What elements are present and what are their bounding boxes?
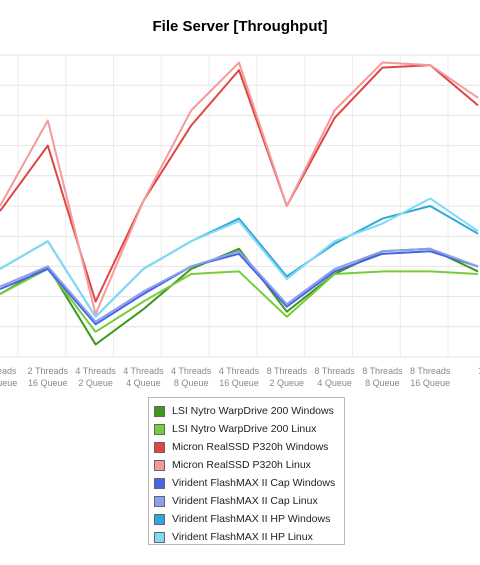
x-tick-label: 3 Queue	[0, 378, 17, 388]
legend-label: Virident FlashMAX II HP Linux	[172, 531, 313, 543]
series-lines	[0, 61, 479, 346]
x-tick-label: 16 Queue	[28, 378, 68, 388]
x-tick-label: 8 Threads	[410, 366, 451, 376]
series-line	[0, 197, 479, 318]
gridlines	[0, 54, 480, 358]
x-tick-label: 4 Threads	[75, 366, 116, 376]
legend-swatch	[154, 477, 165, 489]
legend-item[interactable]: Virident FlashMAX II Cap Linux	[149, 492, 344, 510]
x-tick-label: 4 Threads	[219, 366, 260, 376]
legend-item[interactable]: LSI Nytro WarpDrive 200 Linux	[149, 420, 344, 438]
x-tick-label: 2 Queue	[270, 378, 305, 388]
x-tick-label: 4 Queue	[317, 378, 352, 388]
x-tick-label: Threads	[0, 366, 17, 376]
x-tick-label: 16 Queue	[410, 378, 450, 388]
legend-label: LSI Nytro WarpDrive 200 Windows	[172, 405, 334, 417]
legend-swatch	[154, 441, 165, 453]
series-line	[0, 267, 479, 333]
legend-label: Virident FlashMAX II HP Windows	[172, 513, 331, 525]
legend-swatch	[154, 513, 165, 525]
chart-title: File Server [Throughput]	[152, 18, 328, 35]
legend-swatch	[154, 495, 165, 507]
x-tick-label: 8 Queue	[365, 378, 400, 388]
legend-swatch	[154, 423, 165, 435]
legend-label: LSI Nytro WarpDrive 200 Linux	[172, 423, 317, 435]
legend-label: Virident FlashMAX II Cap Windows	[172, 477, 336, 489]
x-tick-label: 4 Threads	[123, 366, 164, 376]
legend-swatch	[154, 459, 165, 471]
x-tick-label: 2 Queue	[78, 378, 113, 388]
legend-label: Virident FlashMAX II Cap Linux	[172, 495, 318, 507]
x-tick-label: 4 Threads	[171, 366, 212, 376]
legend-item[interactable]: Micron RealSSD P320h Windows	[149, 438, 344, 456]
x-tick-label: 16 Queue	[219, 378, 259, 388]
plot-area: Threads 3 Queue 2 Threads 16 Queue 4 Threads…	[0, 54, 480, 388]
series-line	[0, 250, 479, 326]
x-tick-label: 8 Queue	[174, 378, 209, 388]
legend-label: Micron RealSSD P320h Linux	[172, 459, 311, 471]
legend-item[interactable]: Virident FlashMAX II HP Linux	[149, 528, 344, 546]
x-tick-label: 8 Threads	[267, 366, 308, 376]
x-tick-label: 8 Threads	[314, 366, 355, 376]
legend-item[interactable]: Micron RealSSD P320h Linux	[149, 456, 344, 474]
x-tick-label: 2 Threads	[28, 366, 69, 376]
legend-swatch	[154, 405, 165, 417]
legend-label: Micron RealSSD P320h Windows	[172, 441, 329, 453]
legend-item[interactable]: Virident FlashMAX II Cap Windows	[149, 474, 344, 492]
x-tick-label: 8 Threads	[362, 366, 403, 376]
series-line	[0, 61, 479, 316]
legend-swatch	[154, 531, 165, 543]
x-tick-labels: Threads 3 Queue 2 Threads 16 Queue 4 Threads…	[0, 366, 480, 388]
series-line	[0, 247, 479, 323]
legend: LSI Nytro WarpDrive 200 Windows LSI Nytro…	[148, 397, 345, 545]
legend-item[interactable]: Virident FlashMAX II HP Windows	[149, 510, 344, 528]
legend-item[interactable]: LSI Nytro WarpDrive 200 Windows	[149, 402, 344, 420]
x-tick-label: 16	[478, 366, 480, 376]
x-tick-label: 4 Queue	[126, 378, 161, 388]
